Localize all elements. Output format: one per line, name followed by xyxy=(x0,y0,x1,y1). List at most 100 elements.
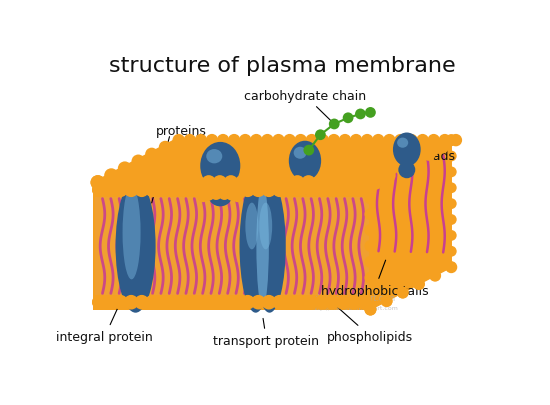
Circle shape xyxy=(430,207,441,218)
Circle shape xyxy=(219,295,234,310)
Circle shape xyxy=(166,183,181,198)
Circle shape xyxy=(345,148,358,162)
Circle shape xyxy=(430,144,441,155)
Circle shape xyxy=(381,248,393,260)
Circle shape xyxy=(345,176,360,190)
Circle shape xyxy=(362,162,376,176)
Circle shape xyxy=(328,162,343,176)
Circle shape xyxy=(446,151,456,162)
Circle shape xyxy=(346,295,361,310)
Circle shape xyxy=(184,162,198,176)
Circle shape xyxy=(240,295,255,310)
Circle shape xyxy=(173,134,185,147)
Circle shape xyxy=(218,162,232,176)
Circle shape xyxy=(102,176,116,190)
Circle shape xyxy=(170,141,183,154)
Circle shape xyxy=(166,295,181,310)
Circle shape xyxy=(356,176,371,190)
Ellipse shape xyxy=(397,138,408,148)
Circle shape xyxy=(446,199,456,209)
Circle shape xyxy=(278,148,292,162)
Circle shape xyxy=(370,141,382,154)
Circle shape xyxy=(397,192,409,204)
Circle shape xyxy=(145,183,160,198)
Circle shape xyxy=(323,176,338,190)
Circle shape xyxy=(229,162,243,176)
Circle shape xyxy=(381,141,393,154)
Ellipse shape xyxy=(116,180,156,313)
Circle shape xyxy=(224,176,238,190)
Circle shape xyxy=(450,134,462,147)
Circle shape xyxy=(351,162,365,176)
Circle shape xyxy=(315,295,329,310)
Circle shape xyxy=(135,176,150,190)
Circle shape xyxy=(446,215,456,225)
Circle shape xyxy=(215,169,229,183)
Circle shape xyxy=(315,130,326,141)
Circle shape xyxy=(306,134,318,147)
Circle shape xyxy=(283,183,298,198)
Circle shape xyxy=(236,141,249,154)
Circle shape xyxy=(201,176,216,190)
Circle shape xyxy=(113,183,128,198)
Ellipse shape xyxy=(254,180,286,313)
Circle shape xyxy=(240,183,255,198)
Circle shape xyxy=(251,162,265,176)
Circle shape xyxy=(365,272,376,284)
Circle shape xyxy=(290,176,305,190)
Circle shape xyxy=(251,183,266,198)
Circle shape xyxy=(430,223,441,234)
Circle shape xyxy=(193,169,207,183)
Circle shape xyxy=(142,155,156,168)
Circle shape xyxy=(103,183,117,198)
Circle shape xyxy=(400,148,414,162)
FancyBboxPatch shape xyxy=(95,198,369,295)
Circle shape xyxy=(203,141,216,154)
Circle shape xyxy=(315,169,329,183)
Circle shape xyxy=(381,279,393,291)
Circle shape xyxy=(126,169,141,183)
Circle shape xyxy=(336,141,349,154)
Text: http://classroomclipart.com: http://classroomclipart.com xyxy=(312,305,398,310)
Circle shape xyxy=(315,183,329,198)
Circle shape xyxy=(156,295,170,310)
Circle shape xyxy=(151,162,165,176)
Circle shape xyxy=(103,183,117,198)
Circle shape xyxy=(198,183,213,198)
Circle shape xyxy=(272,295,287,310)
Text: hydropholic heads: hydropholic heads xyxy=(340,150,455,169)
Circle shape xyxy=(157,176,172,190)
Circle shape xyxy=(381,185,393,196)
Circle shape xyxy=(284,162,298,176)
Circle shape xyxy=(195,134,207,147)
Ellipse shape xyxy=(256,185,269,308)
Circle shape xyxy=(262,183,276,198)
Circle shape xyxy=(251,295,266,310)
Circle shape xyxy=(337,169,351,183)
Circle shape xyxy=(237,169,251,183)
Circle shape xyxy=(230,295,244,310)
Circle shape xyxy=(397,160,409,172)
Circle shape xyxy=(283,295,298,310)
Circle shape xyxy=(276,155,289,168)
Circle shape xyxy=(325,183,340,198)
Circle shape xyxy=(376,155,389,168)
Circle shape xyxy=(283,134,296,147)
Circle shape xyxy=(397,287,409,299)
Circle shape xyxy=(350,134,362,147)
Circle shape xyxy=(446,246,456,257)
Circle shape xyxy=(245,148,258,162)
Circle shape xyxy=(195,162,210,176)
Circle shape xyxy=(173,162,187,176)
Ellipse shape xyxy=(208,183,233,207)
Circle shape xyxy=(283,183,298,198)
Circle shape xyxy=(124,183,139,198)
Circle shape xyxy=(131,155,145,168)
Circle shape xyxy=(188,295,202,310)
Circle shape xyxy=(178,148,191,162)
Circle shape xyxy=(197,190,209,202)
Circle shape xyxy=(157,176,172,190)
Text: carbohydrate chain: carbohydrate chain xyxy=(244,90,366,123)
Circle shape xyxy=(368,176,382,190)
Circle shape xyxy=(331,155,345,168)
